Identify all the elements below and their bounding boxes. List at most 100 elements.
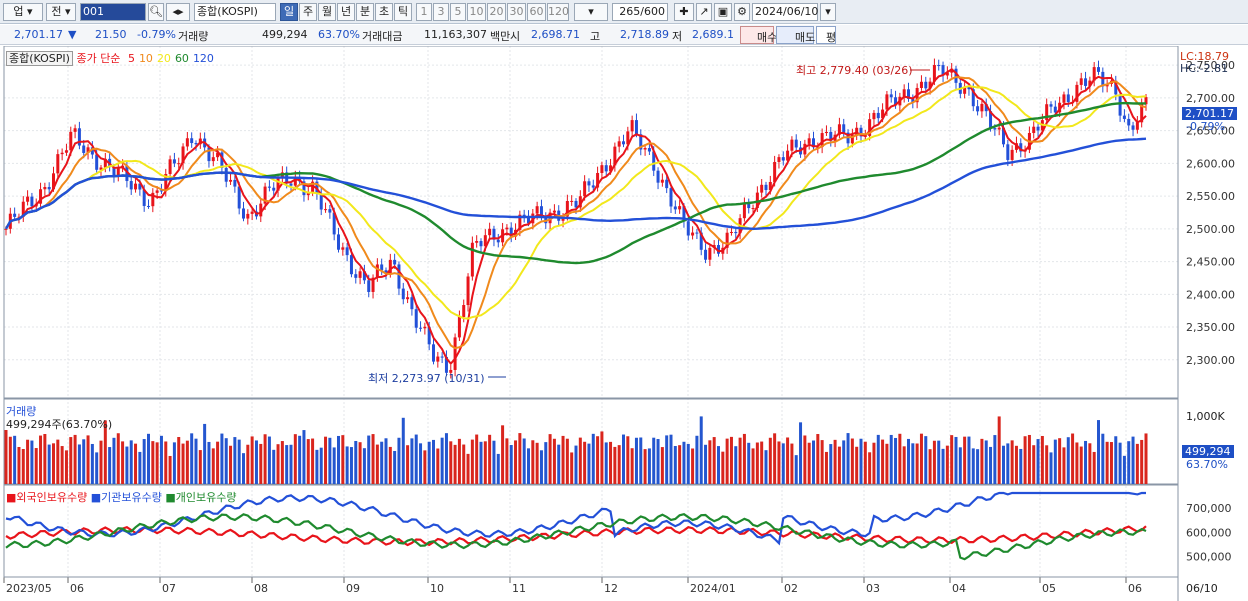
volume-bar xyxy=(622,434,625,484)
tab-period-1[interactable]: 주 xyxy=(299,3,317,21)
candle-body xyxy=(872,112,876,120)
tab-period-2[interactable]: 월 xyxy=(318,3,336,21)
tab-interval-1[interactable]: 1 xyxy=(416,3,432,21)
volume-bar xyxy=(643,449,647,484)
tab-period-5[interactable]: 초 xyxy=(375,3,393,21)
count-field[interactable]: 265/600 xyxy=(612,3,668,21)
volume-bar xyxy=(846,433,850,484)
calendar-icon[interactable]: ▾ xyxy=(820,3,836,21)
crosshair-icon[interactable]: ✚ xyxy=(674,3,694,21)
volume-bar xyxy=(69,437,73,484)
volume-bar xyxy=(82,439,86,484)
volume-bar xyxy=(764,450,768,484)
candle-body xyxy=(259,203,263,217)
tab-period-0[interactable]: 일 xyxy=(280,3,298,21)
code-input[interactable]: 001 xyxy=(80,3,146,21)
current-pct-tag: -0.79% xyxy=(1186,120,1225,133)
candle-body xyxy=(889,94,893,98)
volume-bar xyxy=(902,446,906,484)
volume-bar xyxy=(1040,435,1044,484)
candle-body xyxy=(997,127,1001,130)
candle-body xyxy=(362,271,366,281)
tab-interval-60[interactable]: 60 xyxy=(527,3,546,21)
tab-period-3[interactable]: 년 xyxy=(337,3,355,21)
market-select[interactable]: 업 ▾ xyxy=(3,3,43,21)
search-icon[interactable]: 🔍︎ xyxy=(148,3,164,21)
tab-interval-20[interactable]: 20 xyxy=(487,3,506,21)
volume-bar xyxy=(272,449,276,484)
volume-bar xyxy=(850,438,854,484)
volume-bar xyxy=(583,441,587,484)
time-tick-label: 03 xyxy=(866,582,880,595)
speaker-icon[interactable]: ◂▸ xyxy=(166,3,190,21)
gear-icon[interactable]: ⚙ xyxy=(734,3,750,21)
volume-bar xyxy=(1062,447,1066,484)
candle-body xyxy=(639,134,643,150)
candle-body xyxy=(496,239,500,243)
candle-body xyxy=(1014,143,1018,150)
volume-bar xyxy=(954,436,958,484)
candle-body xyxy=(777,157,781,162)
time-tick-label: 06 xyxy=(70,582,84,595)
tab-period-6[interactable]: 틱 xyxy=(394,3,412,21)
volume-bar xyxy=(103,420,107,484)
stock-chart[interactable]: 2,750.00 2,700.00 2,650.00 2,600.00 2,550.00… xyxy=(0,46,1248,601)
candle-body xyxy=(773,161,777,182)
volume-bar xyxy=(358,442,362,484)
volume-bar xyxy=(1088,443,1092,484)
candle-body xyxy=(527,216,530,224)
candle-body xyxy=(250,211,254,214)
volume-bar xyxy=(505,438,509,484)
volume-bar xyxy=(531,440,535,484)
volume-bar xyxy=(237,439,241,484)
candle-body xyxy=(324,209,328,211)
candle-body xyxy=(341,247,345,250)
candle-body xyxy=(967,86,971,90)
candle-body xyxy=(751,208,755,210)
candle-body xyxy=(604,165,608,172)
tab-interval-10[interactable]: 10 xyxy=(467,3,486,21)
date-field[interactable]: 2024/06/10 xyxy=(752,3,818,21)
volume-bar xyxy=(889,434,893,484)
volume-bar xyxy=(138,451,142,484)
candle-body xyxy=(807,138,811,144)
candle-body xyxy=(414,309,418,328)
line-draw-icon[interactable]: ↗ xyxy=(696,3,712,21)
volume-bar xyxy=(1014,445,1018,484)
volume-bar xyxy=(1002,445,1005,484)
save-icon[interactable]: ▣ xyxy=(714,3,732,21)
candle-body xyxy=(73,128,77,132)
tab-interval-30[interactable]: 30 xyxy=(507,3,526,21)
prev-button[interactable]: 전 ▾ xyxy=(46,3,76,21)
candle-body xyxy=(263,186,267,204)
candle-body xyxy=(647,148,651,152)
x-axis-corner-label: 06/10 xyxy=(1186,582,1218,595)
name-field[interactable]: 종합(KOSPI) xyxy=(194,3,276,21)
time-tick-label: 05 xyxy=(1042,582,1056,595)
volume-bar xyxy=(768,437,772,484)
tab-period-4[interactable]: 분 xyxy=(356,3,374,21)
sell-button[interactable]: 매도 xyxy=(776,26,815,44)
volume-bar xyxy=(807,442,811,484)
tab-interval-5[interactable]: 5 xyxy=(450,3,466,21)
tab-interval-3[interactable]: 3 xyxy=(433,3,449,21)
tab-interval-120[interactable]: 120 xyxy=(547,3,569,21)
candle-body xyxy=(1019,143,1023,152)
volume-bar xyxy=(777,441,781,484)
buy-button[interactable]: 매수 xyxy=(740,26,777,44)
candle-body xyxy=(928,81,932,89)
candle-body xyxy=(1114,80,1118,95)
price-tick-label: 2,400.00 xyxy=(1186,288,1235,301)
volume-bar xyxy=(1075,442,1079,484)
open-value: 2,698.71 xyxy=(531,28,580,41)
volume-bar xyxy=(475,434,479,484)
candle-body xyxy=(194,143,198,145)
volume-bar xyxy=(691,448,695,484)
avg-button[interactable]: 평 xyxy=(816,26,836,44)
candle-body xyxy=(993,128,997,130)
candle-body xyxy=(436,356,440,362)
candle-body xyxy=(570,200,574,202)
interval-dropdown[interactable]: ▾ xyxy=(574,3,608,21)
volume-bar xyxy=(1097,420,1100,484)
volume-bar xyxy=(833,439,837,484)
